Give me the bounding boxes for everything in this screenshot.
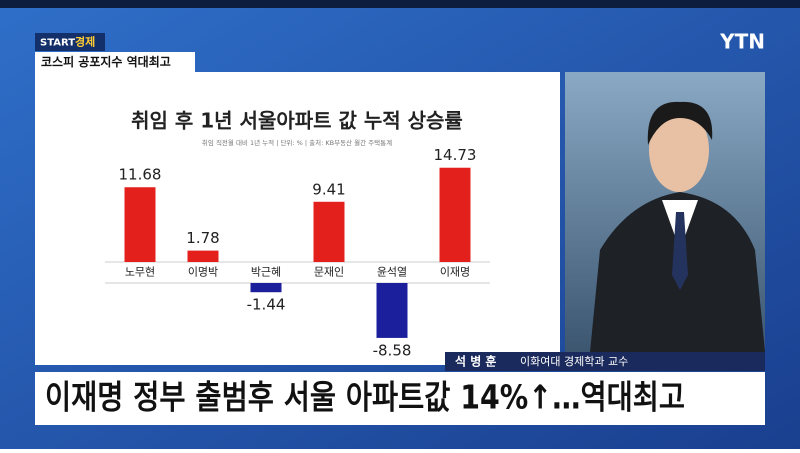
bar: [124, 187, 156, 262]
name-bar: [445, 352, 765, 371]
category-label: 이명박: [188, 266, 218, 279]
top-strip: [0, 0, 800, 8]
value-label: 14.73: [434, 146, 477, 164]
guest-name: 석 병 훈: [455, 354, 496, 369]
category-label: 박근혜: [251, 266, 281, 279]
guest-title: 이화여대 경제학과 교수: [520, 355, 628, 368]
bar: [439, 167, 471, 262]
bar: [376, 283, 408, 338]
category-label: 이재명: [440, 266, 470, 279]
value-label: 11.68: [119, 166, 162, 184]
category-label: 문재인: [314, 266, 344, 279]
chart-title: 취임 후 1년 서울아파트 값 누적 상승률: [131, 109, 463, 133]
headline: 이재명 정부 출범후 서울 아파트값 14%↑…역대최고: [45, 378, 685, 417]
bar: [187, 250, 219, 262]
topic: 코스피 공포지수 역대최고: [41, 54, 171, 69]
logo: YTN: [719, 30, 765, 54]
program-tag: [35, 33, 105, 51]
value-label: 1.78: [186, 229, 219, 247]
guest-hair: [647, 101, 713, 145]
plot: 노무현 11.68 이명박 1.78 박근혜 -1.44 문재인 9.41 윤석열 -8.58 이재…: [105, 146, 490, 359]
value-label: -1.44: [247, 296, 286, 314]
bar: [313, 201, 345, 262]
headline-bar: [35, 372, 765, 425]
guest-tie: [672, 212, 688, 290]
value-label: 9.41: [312, 180, 345, 198]
value-label: -8.58: [373, 341, 412, 359]
program-tag-right: 경제: [75, 35, 95, 49]
bar: [250, 283, 282, 293]
category-label: 윤석열: [377, 266, 407, 279]
program-tag-left: START: [40, 38, 75, 49]
chart-panel: [35, 72, 560, 365]
category-label: 노무현: [125, 266, 155, 279]
guest-face: [649, 108, 709, 192]
topic-box: [35, 52, 195, 72]
chart-subtitle: 취임 직전월 대비 1년 누적 | 단위: % | 출처: KB부동산 월간 주…: [202, 138, 392, 147]
